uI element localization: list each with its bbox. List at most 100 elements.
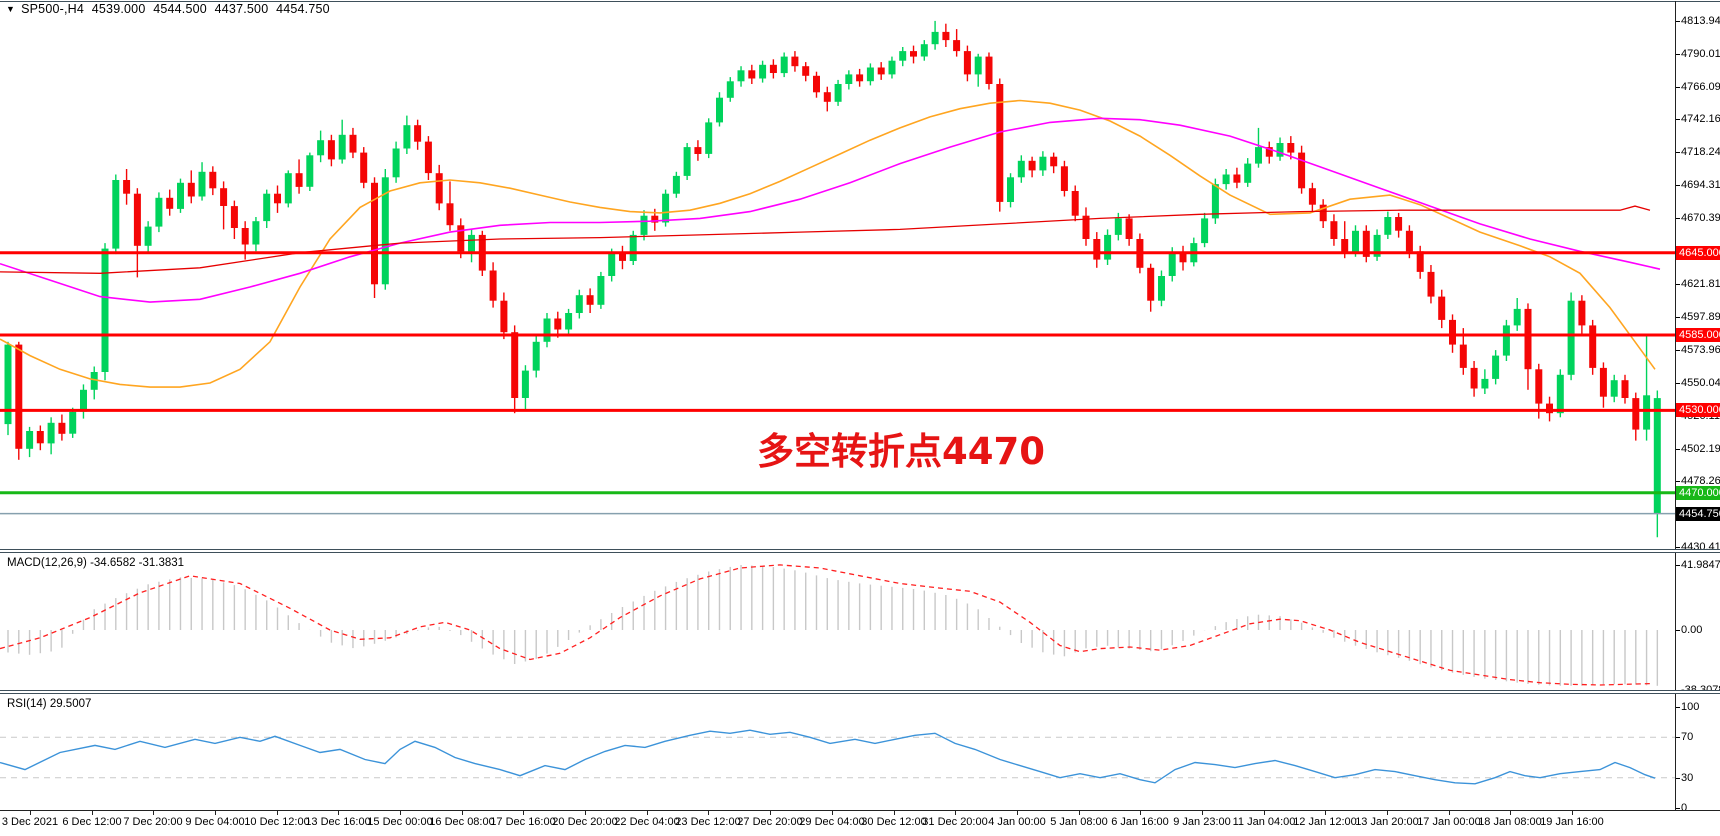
time-tick <box>1325 811 1326 815</box>
price-tick-label: 4790.015 <box>1681 48 1720 60</box>
time-tick-label: 11 Jan 04:00 <box>1232 816 1296 828</box>
rsi-label: RSI(14) 29.5007 <box>7 698 92 710</box>
time-tick <box>338 811 339 815</box>
time-tick-label: 20 Dec 20:00 <box>552 816 618 828</box>
time-tick-label: 9 Jan 23:00 <box>1173 816 1231 828</box>
panel-separator-rsi[interactable] <box>0 690 1720 694</box>
open-value: 4539.000 <box>91 2 146 16</box>
time-tick <box>1264 811 1265 815</box>
time-tick <box>1510 811 1511 815</box>
time-tick <box>1202 811 1203 815</box>
time-tick-label: 12 Jan 12:00 <box>1293 816 1357 828</box>
time-tick-label: 6 Jan 16:00 <box>1111 816 1169 828</box>
price-tick-label: 4718.240 <box>1681 146 1720 158</box>
price-tick-label: 4478.265 <box>1681 475 1720 487</box>
time-axis[interactable]: 3 Dec 2021 6 Dec 12:00 7 Dec 20:00 9 Dec 04… <box>0 810 1720 836</box>
rsi-axis-label: 30 <box>1681 772 1694 784</box>
rsi-axis-label: 0 <box>1681 802 1688 814</box>
macd-tick <box>1675 630 1680 631</box>
price-tick <box>1675 481 1680 482</box>
time-tick-label: 27 Dec 20:00 <box>737 816 803 828</box>
time-tick <box>277 811 278 815</box>
price-tick-label: 4621.815 <box>1681 278 1720 290</box>
price-tick <box>1675 119 1680 120</box>
price-tick-label: 4550.040 <box>1681 377 1720 389</box>
macd-tick <box>1675 565 1680 566</box>
main-price-panel[interactable]: ▼ SP500-,H4 4539.000 4544.500 4437.500 44… <box>0 0 1720 551</box>
rsi-chart[interactable] <box>0 694 1720 810</box>
price-tick <box>1675 152 1680 153</box>
price-tick-label: 4670.390 <box>1681 212 1720 224</box>
price-tick-label: 4573.965 <box>1681 344 1720 356</box>
time-tick-label: 9 Dec 04:00 <box>185 816 245 828</box>
price-tick-label: 4766.090 <box>1681 81 1720 93</box>
time-tick-label: 7 Dec 20:00 <box>123 816 183 828</box>
rsi-tick <box>1675 737 1680 738</box>
price-tick <box>1675 317 1680 318</box>
time-tick-label: 10 Dec 12:00 <box>244 816 310 828</box>
price-line-badge: 4530.000 <box>1676 403 1720 417</box>
collapse-triangle-icon[interactable]: ▼ <box>6 4 16 14</box>
time-tick-label: 30 Dec 12:00 <box>861 816 927 828</box>
panel-separator-macd[interactable] <box>0 549 1720 553</box>
time-tick <box>770 811 771 815</box>
time-tick <box>215 811 216 815</box>
chart-annotation-text: 多空转折点4470 <box>757 430 1045 473</box>
time-tick <box>894 811 895 815</box>
time-tick <box>153 811 154 815</box>
macd-label: MACD(12,26,9) -34.6582 -31.3831 <box>7 557 185 569</box>
time-tick-label: 31 Dec 20:00 <box>922 816 988 828</box>
price-line-badge: 4585.000 <box>1676 328 1720 342</box>
candlestick-chart[interactable] <box>0 0 1720 551</box>
time-tick <box>1572 811 1573 815</box>
time-tick <box>1140 811 1141 815</box>
price-tick-label: 4694.315 <box>1681 179 1720 191</box>
price-tick <box>1675 547 1680 548</box>
price-tick <box>1675 449 1680 450</box>
macd-axis-label: 0.00 <box>1681 624 1703 636</box>
symbol-period-label: SP500-,H4 <box>21 2 85 16</box>
time-tick-label: 23 Dec 12:00 <box>675 816 741 828</box>
time-tick <box>585 811 586 815</box>
price-tick <box>1675 383 1680 384</box>
macd-panel[interactable]: MACD(12,26,9) -34.6582 -31.3831 <box>0 553 1720 690</box>
time-tick-label: 16 Dec 08:00 <box>429 816 495 828</box>
price-tick <box>1675 218 1680 219</box>
price-tick <box>1675 21 1680 22</box>
time-tick-label: 19 Jan 16:00 <box>1540 816 1604 828</box>
time-tick <box>523 811 524 815</box>
time-tick <box>30 811 31 815</box>
symbol-ohlc-header: ▼ SP500-,H4 4539.000 4544.500 4437.500 44… <box>6 2 334 16</box>
time-tick-label: 17 Dec 16:00 <box>490 816 556 828</box>
time-tick-label: 18 Jan 08:00 <box>1478 816 1542 828</box>
rsi-panel[interactable]: RSI(14) 29.5007 <box>0 694 1720 810</box>
current-price-badge: 4454.750 <box>1676 507 1720 521</box>
close-value: 4454.750 <box>276 2 330 16</box>
price-tick-label: 4502.190 <box>1681 443 1720 455</box>
macd-chart[interactable] <box>0 553 1720 690</box>
price-tick <box>1675 54 1680 55</box>
time-tick-label: 29 Dec 04:00 <box>799 816 865 828</box>
time-tick-label: 4 Jan 00:00 <box>988 816 1046 828</box>
time-tick-label: 6 Dec 12:00 <box>62 816 122 828</box>
time-tick-label: 17 Jan 00:00 <box>1417 816 1481 828</box>
time-tick <box>92 811 93 815</box>
rsi-tick <box>1675 778 1680 779</box>
price-tick-label: 4813.940 <box>1681 15 1720 27</box>
time-tick <box>1079 811 1080 815</box>
rsi-axis-label: 100 <box>1681 701 1700 713</box>
time-tick-label: 3 Dec 2021 <box>1 816 59 828</box>
high-value: 4544.500 <box>153 2 207 16</box>
price-line-badge: 4470.000 <box>1676 486 1720 500</box>
time-tick-label: 13 Dec 16:00 <box>305 816 371 828</box>
time-tick <box>1449 811 1450 815</box>
window-top-border <box>0 1 1720 2</box>
time-tick <box>647 811 648 815</box>
time-tick <box>462 811 463 815</box>
rsi-tick <box>1675 808 1680 809</box>
time-tick-label: 13 Jan 20:00 <box>1355 816 1419 828</box>
price-axis-border <box>1675 1 1676 810</box>
time-tick-label: 5 Jan 08:00 <box>1050 816 1108 828</box>
time-tick <box>1017 811 1018 815</box>
